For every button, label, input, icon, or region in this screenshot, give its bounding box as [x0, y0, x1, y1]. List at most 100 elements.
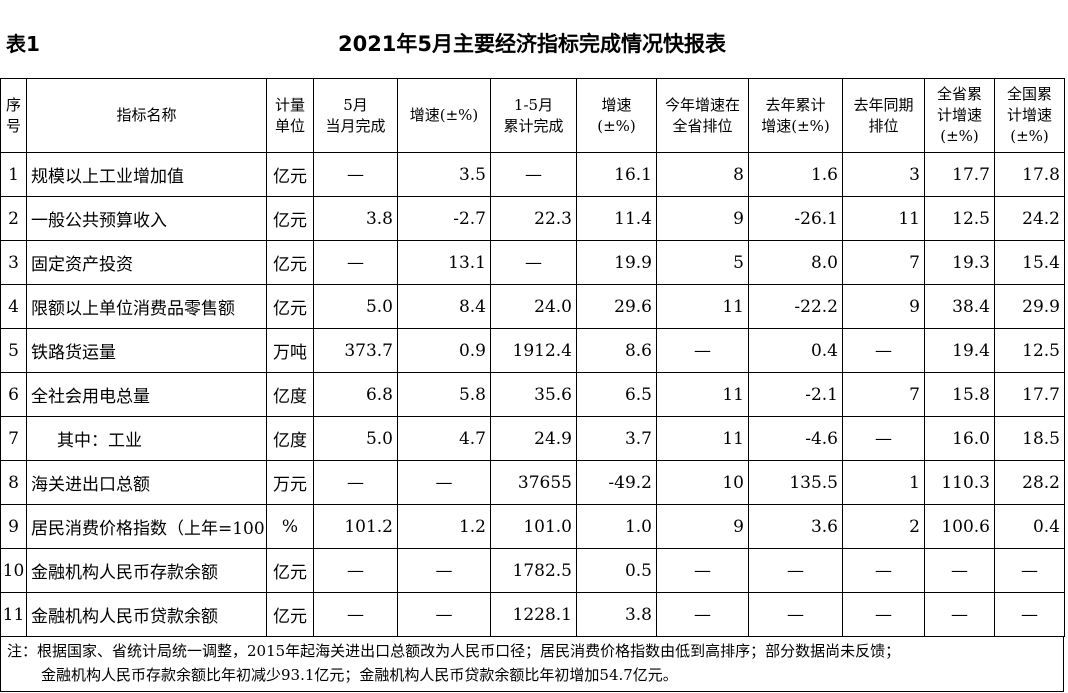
row-number: 7 — [0, 416, 27, 461]
cell: 5.0 — [313, 284, 398, 329]
cell: — — [748, 592, 843, 637]
cell: 5.0 — [313, 416, 398, 461]
data-row: 6 全社会用电总量 亿度 6.8 5.8 35.6 6.5 11 -2.1 7 15.8 17.7 — [0, 372, 1065, 417]
header-cell: 5月 当月完成 — [313, 78, 398, 153]
data-row: 8 海关进出口总额 万元 — —37655 -49.2 10 135.5 1 110.3 28.2 — [0, 460, 1065, 505]
header-text: 号 — [5, 116, 21, 135]
cell: — — [994, 548, 1065, 593]
cell: 29.6 — [576, 284, 657, 329]
header-cell: 增速(±%) — [397, 78, 491, 153]
cell: — — [490, 240, 577, 285]
cell: 110.3 — [924, 460, 995, 505]
cell: — — [656, 592, 749, 637]
header-text: 计增速 — [1006, 106, 1052, 124]
cell: — — [397, 548, 491, 593]
cell: 0.5 — [576, 548, 657, 593]
cell: 亿元 — [266, 240, 314, 285]
indicator-name: 固定资产投资 — [26, 240, 267, 285]
cell: 万元 — [266, 460, 314, 505]
indicator-table: 序号指标名称 计量 单位 5月 当月完成 增速(±%) 1-5月 累计完成 增速 (±%) 今年增速… — [0, 78, 1065, 637]
cell: 17.8 — [994, 152, 1065, 197]
cell: 35.6 — [490, 372, 577, 417]
cell: — — [490, 152, 577, 197]
indicator-name: 金融机构人民币存款余额 — [26, 548, 267, 593]
cell: 7 — [842, 240, 925, 285]
data-row: 4 限额以上单位消费品零售额 亿元 5.0 8.4 24.0 29.6 11 -22.2 9 38.… — [0, 284, 1065, 329]
cell: 亿元 — [266, 284, 314, 329]
cell: 12.5 — [994, 328, 1065, 373]
data-row: 11 金融机构人民币贷款余额 亿元 — —1228.1 3.8— — — — — — [0, 592, 1065, 637]
cell: 万吨 — [266, 328, 314, 373]
cell: — — [924, 548, 995, 593]
cell: 11 — [656, 372, 749, 417]
data-row: 3 固定资产投资 亿元 —13.1—19.9 5 8.0 7 19.3 15.4 — [0, 240, 1065, 285]
note: 注：根据国家、省统计局统一调整，2015年起海关进出口总额改为人民币口径；居民消… — [0, 636, 1064, 692]
header-cell: 今年增速在 全省排位 — [656, 78, 749, 153]
header-text: 指标名称 — [116, 106, 177, 124]
cell: 1228.1 — [490, 592, 577, 637]
cell: 24.0 — [490, 284, 577, 329]
row-number: 10 — [0, 548, 27, 593]
indicator-name: 金融机构人民币贷款余额 — [26, 592, 267, 637]
row-number: 3 — [0, 240, 27, 285]
cell: 8.0 — [748, 240, 843, 285]
cell: 8 — [656, 152, 749, 197]
header-text: 去年累计 — [765, 95, 826, 114]
cell: 1.2 — [397, 504, 491, 549]
row-number: 2 — [0, 196, 27, 241]
cell: 0.4 — [748, 328, 843, 373]
header-text: 增速(±%) — [409, 106, 479, 124]
table-title: 2021年5月主要经济指标完成情况快报表 — [337, 32, 727, 56]
cell: 3.8 — [576, 592, 657, 637]
header-cell: 序号 — [0, 78, 27, 153]
cell: 15.8 — [924, 372, 995, 417]
cell: — — [842, 416, 925, 461]
cell: — — [994, 592, 1065, 637]
cell: — — [397, 592, 491, 637]
header-text: 今年增速在 — [664, 95, 740, 114]
cell: -49.2 — [576, 460, 657, 505]
cell: 0.4 — [994, 504, 1065, 549]
indicator-name: 其中：工业 — [26, 416, 267, 461]
header-text: 1-5月 — [513, 95, 554, 114]
cell: 9 — [656, 504, 749, 549]
cell: 3.6 — [748, 504, 843, 549]
cell: 9 — [656, 196, 749, 241]
cell: 100.6 — [924, 504, 995, 549]
header-text: 全省排位 — [672, 116, 733, 135]
header-text: 累计完成 — [503, 116, 564, 135]
row-number: 9 — [0, 504, 27, 549]
table-label: 表1 — [6, 32, 40, 56]
cell: 亿度 — [266, 372, 314, 417]
cell: -2.7 — [397, 196, 491, 241]
cell: 1.6 — [748, 152, 843, 197]
row-number: 6 — [0, 372, 27, 417]
cell: 9 — [842, 284, 925, 329]
cell: — — [842, 328, 925, 373]
data-row: 10 金融机构人民币存款余额 亿元 — —1782.5 0.5— — — — — — [0, 548, 1065, 593]
indicator-name: 居民消费价格指数（上年=100 — [26, 504, 267, 549]
cell: -4.6 — [748, 416, 843, 461]
cell: 3 — [842, 152, 925, 197]
cell: 373.7 — [313, 328, 398, 373]
cell: — — [313, 460, 398, 505]
indicator-name: 海关进出口总额 — [26, 460, 267, 505]
title-block: 表1 2021年5月主要经济指标完成情况快报表 — [0, 0, 1064, 78]
cell: 0.9 — [397, 328, 491, 373]
header-text: (±%) — [1010, 127, 1049, 145]
header-cell: 指标名称 — [26, 78, 267, 153]
header-cell: 1-5月累计完成 — [490, 78, 577, 153]
header-text: 增速 — [601, 95, 632, 114]
header-cell: 计量 单位 — [266, 78, 314, 153]
cell: 2 — [842, 504, 925, 549]
cell: — — [656, 328, 749, 373]
header-text: 5月 — [343, 95, 368, 114]
header-text: 序 — [5, 95, 21, 114]
header-text: 计量 — [274, 95, 305, 114]
header-text: 全国累 — [1006, 85, 1052, 103]
cell: 10 — [656, 460, 749, 505]
cell: -26.1 — [748, 196, 843, 241]
cell: 1782.5 — [490, 548, 577, 593]
cell: 5 — [656, 240, 749, 285]
